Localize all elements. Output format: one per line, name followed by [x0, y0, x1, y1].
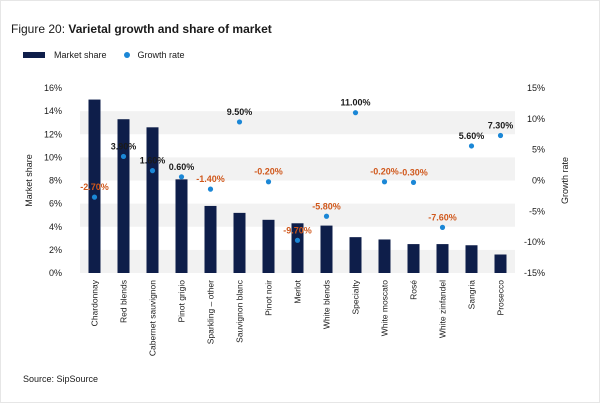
market-share-bar: [204, 205, 217, 273]
y2-tick-label: 15%: [527, 83, 545, 93]
market-share-bar: [233, 212, 246, 273]
category-label: Rosé: [409, 280, 419, 300]
growth-rate-dot: [265, 179, 272, 185]
grid-band: [80, 203, 515, 227]
y-tick-label: 6%: [49, 199, 62, 209]
growth-rate-label: 11.00%: [340, 98, 370, 108]
legend-bar-label: Market share: [54, 50, 107, 60]
legend-dot-swatch: [123, 52, 130, 58]
market-share-bar: [494, 254, 507, 273]
source-note: Source: SipSource: [23, 374, 99, 384]
growth-rate-dot: [294, 237, 301, 243]
figure-title-text: Varietal growth and share of market: [68, 22, 272, 36]
market-share-bar: [117, 119, 130, 273]
growth-rate-label: -5.80%: [312, 201, 341, 211]
category-label: Sangria: [467, 280, 477, 310]
growth-rate-dot: [207, 186, 214, 192]
y2-tick-label: 10%: [527, 114, 545, 124]
legend: Market share Growth rate: [23, 50, 185, 60]
growth-rate-label: 9.50%: [227, 107, 253, 117]
growth-rate-dot: [439, 224, 446, 230]
y-tick-label: 4%: [49, 222, 62, 232]
growth-rate-dot: [497, 132, 504, 139]
growth-rate-label: -0.30%: [399, 167, 428, 177]
category-label: Sparkling – other: [206, 280, 216, 344]
category-label: Sauvignon blanc: [235, 279, 245, 343]
y-tick-label: 0%: [49, 268, 62, 278]
market-share-bar: [320, 225, 333, 273]
market-share-bar: [175, 179, 188, 273]
growth-rate-label: -2.70%: [80, 182, 109, 192]
market-share-bar: [146, 127, 159, 273]
category-label: Merlot: [293, 279, 303, 303]
growth-rate-dot: [178, 174, 185, 180]
growth-rate-dot: [352, 110, 359, 116]
category-label: Pinot noir: [264, 280, 274, 316]
market-share-bar: [407, 244, 420, 273]
market-share-bar: [378, 239, 391, 273]
growth-rate-dot: [381, 179, 388, 185]
y2-tick-label: -15%: [524, 268, 545, 278]
category-label: Pinot grigio: [177, 280, 187, 323]
category-label: Red blends: [119, 280, 129, 323]
growth-rate-dot: [236, 119, 243, 125]
growth-rate-dot: [468, 143, 475, 149]
category-label: Specialty: [351, 279, 361, 314]
y-tick-label: 12%: [44, 129, 62, 139]
legend-bar-swatch: [23, 52, 45, 58]
category-label: Cabernet sauvignon: [148, 280, 158, 356]
category-label: White moscato: [380, 280, 390, 336]
growth-rate-label: 0.60%: [169, 162, 195, 172]
grid-band: [80, 157, 515, 181]
grid-band: [80, 111, 515, 135]
y-tick-label: 8%: [49, 176, 62, 186]
growth-rate-label: -7.60%: [428, 212, 457, 222]
y-tick-label: 2%: [49, 245, 62, 255]
y2-tick-label: -10%: [524, 237, 545, 247]
growth-rate-label: 7.30%: [488, 120, 514, 130]
growth-rate-dot: [120, 153, 127, 160]
growth-rate-dot: [323, 213, 330, 219]
legend-dot-label: Growth rate: [137, 50, 185, 60]
y2-tick-label: 5%: [532, 145, 545, 155]
growth-rate-label: -1.40%: [196, 174, 225, 184]
y-tick-label: 14%: [44, 106, 62, 116]
figure-number: Figure 20:: [11, 22, 69, 36]
market-share-bar: [262, 219, 275, 273]
y2-tick-label: -5%: [529, 206, 545, 216]
growth-rate-label: -0.20%: [254, 167, 283, 177]
market-share-bar: [436, 244, 449, 273]
growth-rate-dot: [91, 194, 98, 200]
category-label: Prosecco: [496, 280, 506, 316]
market-share-bar: [349, 237, 362, 273]
category-label: White zinfandel: [438, 280, 448, 338]
market-share-bar: [88, 99, 101, 273]
y2-axis-title: Growth rate: [560, 157, 570, 204]
growth-rate-label: 3.90%: [111, 141, 137, 151]
category-label: White blends: [322, 280, 332, 329]
market-share-bar: [291, 223, 304, 273]
market-share-bar: [465, 245, 478, 273]
growth-rate-dot: [149, 168, 156, 174]
y-tick-label: 10%: [44, 152, 62, 162]
growth-rate-dot: [410, 179, 417, 185]
figure-title: Figure 20: Varietal growth and share of …: [11, 22, 272, 36]
y-axis-title: Market share: [24, 154, 34, 207]
growth-rate-label: -9.70%: [283, 225, 312, 235]
growth-rate-label: 1.60%: [140, 156, 166, 166]
category-label: Chardonnay: [90, 279, 100, 326]
y-tick-label: 16%: [44, 83, 62, 93]
growth-rate-label: -0.20%: [370, 167, 399, 177]
growth-rate-label: 5.60%: [459, 131, 485, 141]
y2-tick-label: 0%: [532, 176, 545, 186]
